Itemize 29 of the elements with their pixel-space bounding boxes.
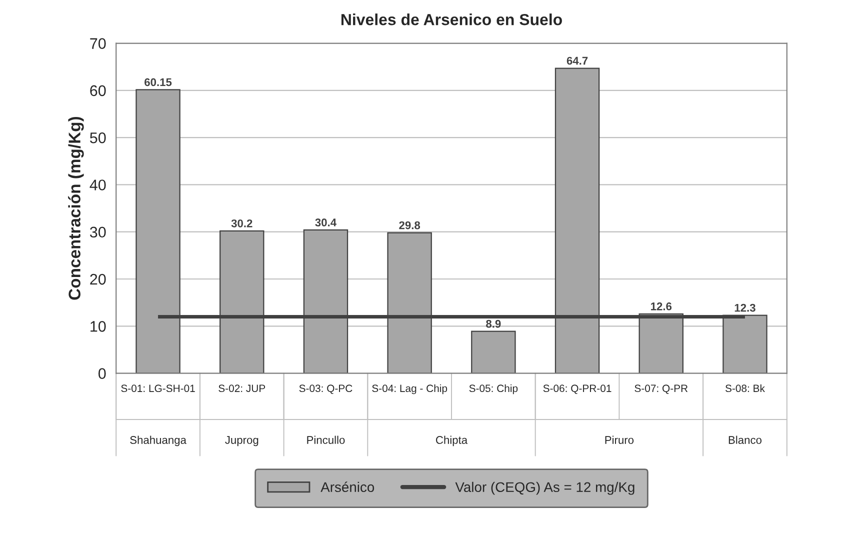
data-label: 30.4: [315, 218, 336, 226]
data-label: 12.6: [651, 302, 672, 310]
y-tick-label: 50: [90, 132, 106, 144]
category-label: S-08: Bk Blanco: [725, 384, 765, 444]
y-tick-label: 30: [90, 226, 106, 238]
x-tick-label: S-05: Chip: [469, 384, 518, 394]
y-tick-label: 20: [90, 274, 106, 285]
data-label: 8.9: [486, 320, 501, 328]
y-tick-label: 60: [90, 85, 106, 96]
category-label: S-06: Q-PR-01 Piruro: [543, 384, 634, 444]
legend-label: Arsénico: [320, 482, 374, 492]
data-label: 12.3: [734, 304, 756, 312]
data-label: 30.2: [231, 219, 252, 228]
data-label: 60.15: [144, 78, 172, 86]
y-axis-title: Concentración (mg/Kg): [68, 116, 84, 300]
category-label: S-04: Lag - Chip Chipta: [372, 384, 468, 446]
y-tick-label: 10: [90, 321, 106, 332]
bar: [471, 330, 516, 374]
y-tick-label: 40: [90, 180, 106, 190]
data-label: 64.7: [566, 56, 588, 65]
category-label: S-03: Q-PC Pincullo: [299, 384, 352, 444]
y-tick-label: 0: [98, 368, 106, 379]
y-tick-label: 70: [90, 38, 106, 49]
chart-title: Niveles de Arsenico en Suelo: [341, 14, 562, 26]
data-label: 29.8: [399, 221, 420, 230]
x-tick-label: S-07: Q-PR: [634, 384, 688, 394]
category-label: S-01: LG-SH-01 Shahuanga: [121, 384, 195, 446]
legend-label: Valor (CEQG) As = 12 mg/Kg: [455, 482, 634, 495]
category-label: S-02: JUP Juprog: [218, 384, 266, 446]
